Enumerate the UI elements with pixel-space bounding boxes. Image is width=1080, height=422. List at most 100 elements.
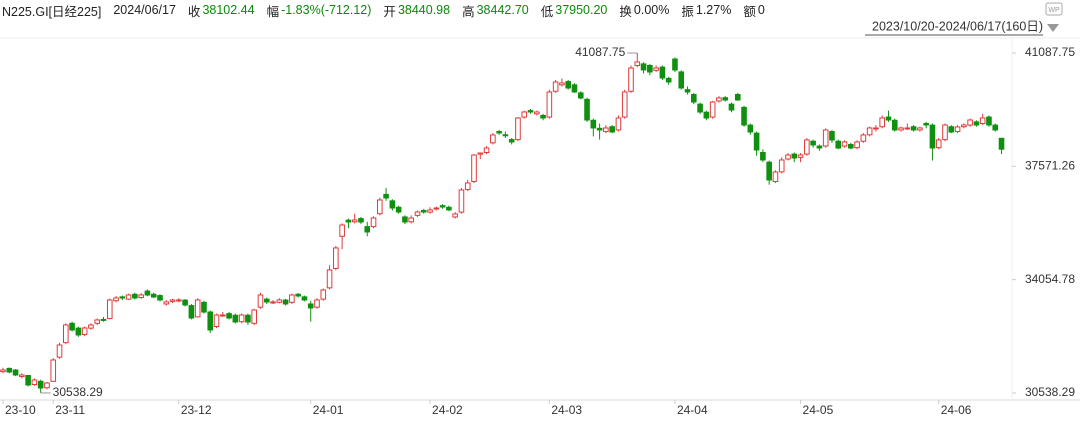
annotation-label: 30538.29: [53, 385, 103, 399]
range-selector[interactable]: 2023/10/20-2024/06/17(160日): [872, 19, 1043, 33]
field-label: 低: [540, 4, 554, 19]
candle-body: [402, 216, 408, 223]
candle-body: [841, 141, 848, 147]
y-tick-label: 41087.75: [1025, 45, 1075, 59]
candle-body: [691, 93, 697, 103]
candle-body: [464, 182, 471, 191]
y-tick-label: 37571.26: [1025, 158, 1075, 172]
candle-body: [672, 58, 678, 71]
candle-body: [132, 293, 138, 299]
candle-body: [81, 327, 88, 336]
candle-body: [665, 77, 672, 83]
candle-body: [948, 126, 955, 133]
candle-body: [37, 380, 44, 389]
candle-body: [873, 127, 879, 130]
candle-body: [954, 126, 961, 133]
candle-body: [282, 299, 289, 305]
candle-body: [19, 374, 25, 377]
candle-body: [854, 141, 860, 149]
candle-body: [565, 81, 572, 89]
symbol: N225.GI[日经225]: [2, 4, 102, 19]
candle-body: [979, 117, 986, 124]
candle-body: [207, 311, 214, 331]
candle-body: [515, 117, 521, 141]
candle-body: [778, 159, 785, 173]
candle-body: [301, 296, 308, 301]
candle-body: [942, 124, 948, 141]
x-tick-label: 24-05: [803, 403, 834, 417]
candle-body: [753, 132, 760, 151]
candle-body: [653, 67, 659, 71]
candle-body: [477, 152, 484, 155]
candle-body: [263, 298, 270, 303]
candle-body: [307, 303, 314, 309]
candle-body: [973, 121, 980, 126]
candle-body: [138, 294, 144, 299]
candle-body: [188, 305, 195, 319]
candle-body: [63, 324, 69, 344]
candle-body: [326, 269, 333, 289]
candle-body: [527, 110, 534, 113]
candle-body: [967, 119, 973, 126]
candle-body: [414, 211, 421, 216]
candle-body: [471, 154, 477, 183]
field-value: 0.00%: [633, 3, 670, 17]
candle-body: [822, 129, 829, 147]
candle-body: [502, 134, 509, 137]
candle-body: [245, 314, 251, 323]
range-dropdown-arrow[interactable]: [1047, 24, 1059, 32]
x-tick-label: 23-12: [181, 403, 212, 417]
wp-icon-text: WP: [1048, 7, 1060, 14]
candle-body: [904, 127, 911, 130]
candle-body: [634, 61, 641, 66]
field-value: 37950.20: [555, 3, 608, 17]
x-tick-label: 23-10: [5, 403, 36, 417]
candle-body: [917, 127, 923, 131]
candle-body: [785, 154, 791, 160]
candle-body: [866, 127, 873, 136]
x-tick-label: 24-03: [551, 403, 582, 417]
candle-body: [339, 224, 345, 237]
candle-body: [571, 84, 578, 93]
candle-body: [891, 119, 898, 131]
candle-body: [986, 116, 992, 126]
candle-body: [879, 117, 886, 128]
quote-header: N225.GI[日经225] 2024/06/17 收 38102.44 幅 -1.8…: [2, 1, 777, 19]
field-label: 换: [619, 4, 632, 19]
candle-body: [596, 127, 603, 131]
candle-body: [835, 140, 842, 149]
candle-body: [427, 209, 433, 213]
wp-icon[interactable]: [1045, 2, 1063, 16]
candle-body: [56, 344, 63, 358]
candle-body: [609, 126, 615, 133]
candle-body: [69, 322, 75, 331]
candle-body: [540, 114, 546, 119]
candle-body: [929, 124, 936, 149]
candle-body: [860, 134, 867, 142]
candle-body: [144, 290, 151, 296]
candle-body: [320, 289, 327, 300]
candle-body: [628, 67, 634, 92]
candle-body: [534, 111, 540, 115]
candle-body: [106, 299, 113, 319]
candle-body: [772, 171, 779, 183]
candle-body: [364, 226, 371, 233]
candle-body: [194, 299, 201, 318]
field-value: 1.27%: [695, 3, 732, 17]
field-label: 振: [681, 4, 694, 19]
candle-body: [232, 314, 239, 323]
candle-body: [552, 81, 559, 92]
candle-body: [458, 189, 465, 213]
candle-body: [490, 134, 496, 144]
candle-body: [709, 101, 716, 118]
candle-body: [289, 294, 295, 303]
candle-body: [546, 91, 553, 118]
candle-body: [270, 301, 276, 304]
candle-body: [621, 91, 628, 118]
candle-body: [747, 124, 754, 133]
x-tick-label: 24-06: [941, 403, 972, 417]
candle-body: [182, 299, 188, 306]
candle-body: [251, 309, 257, 324]
candle-body: [992, 124, 999, 131]
